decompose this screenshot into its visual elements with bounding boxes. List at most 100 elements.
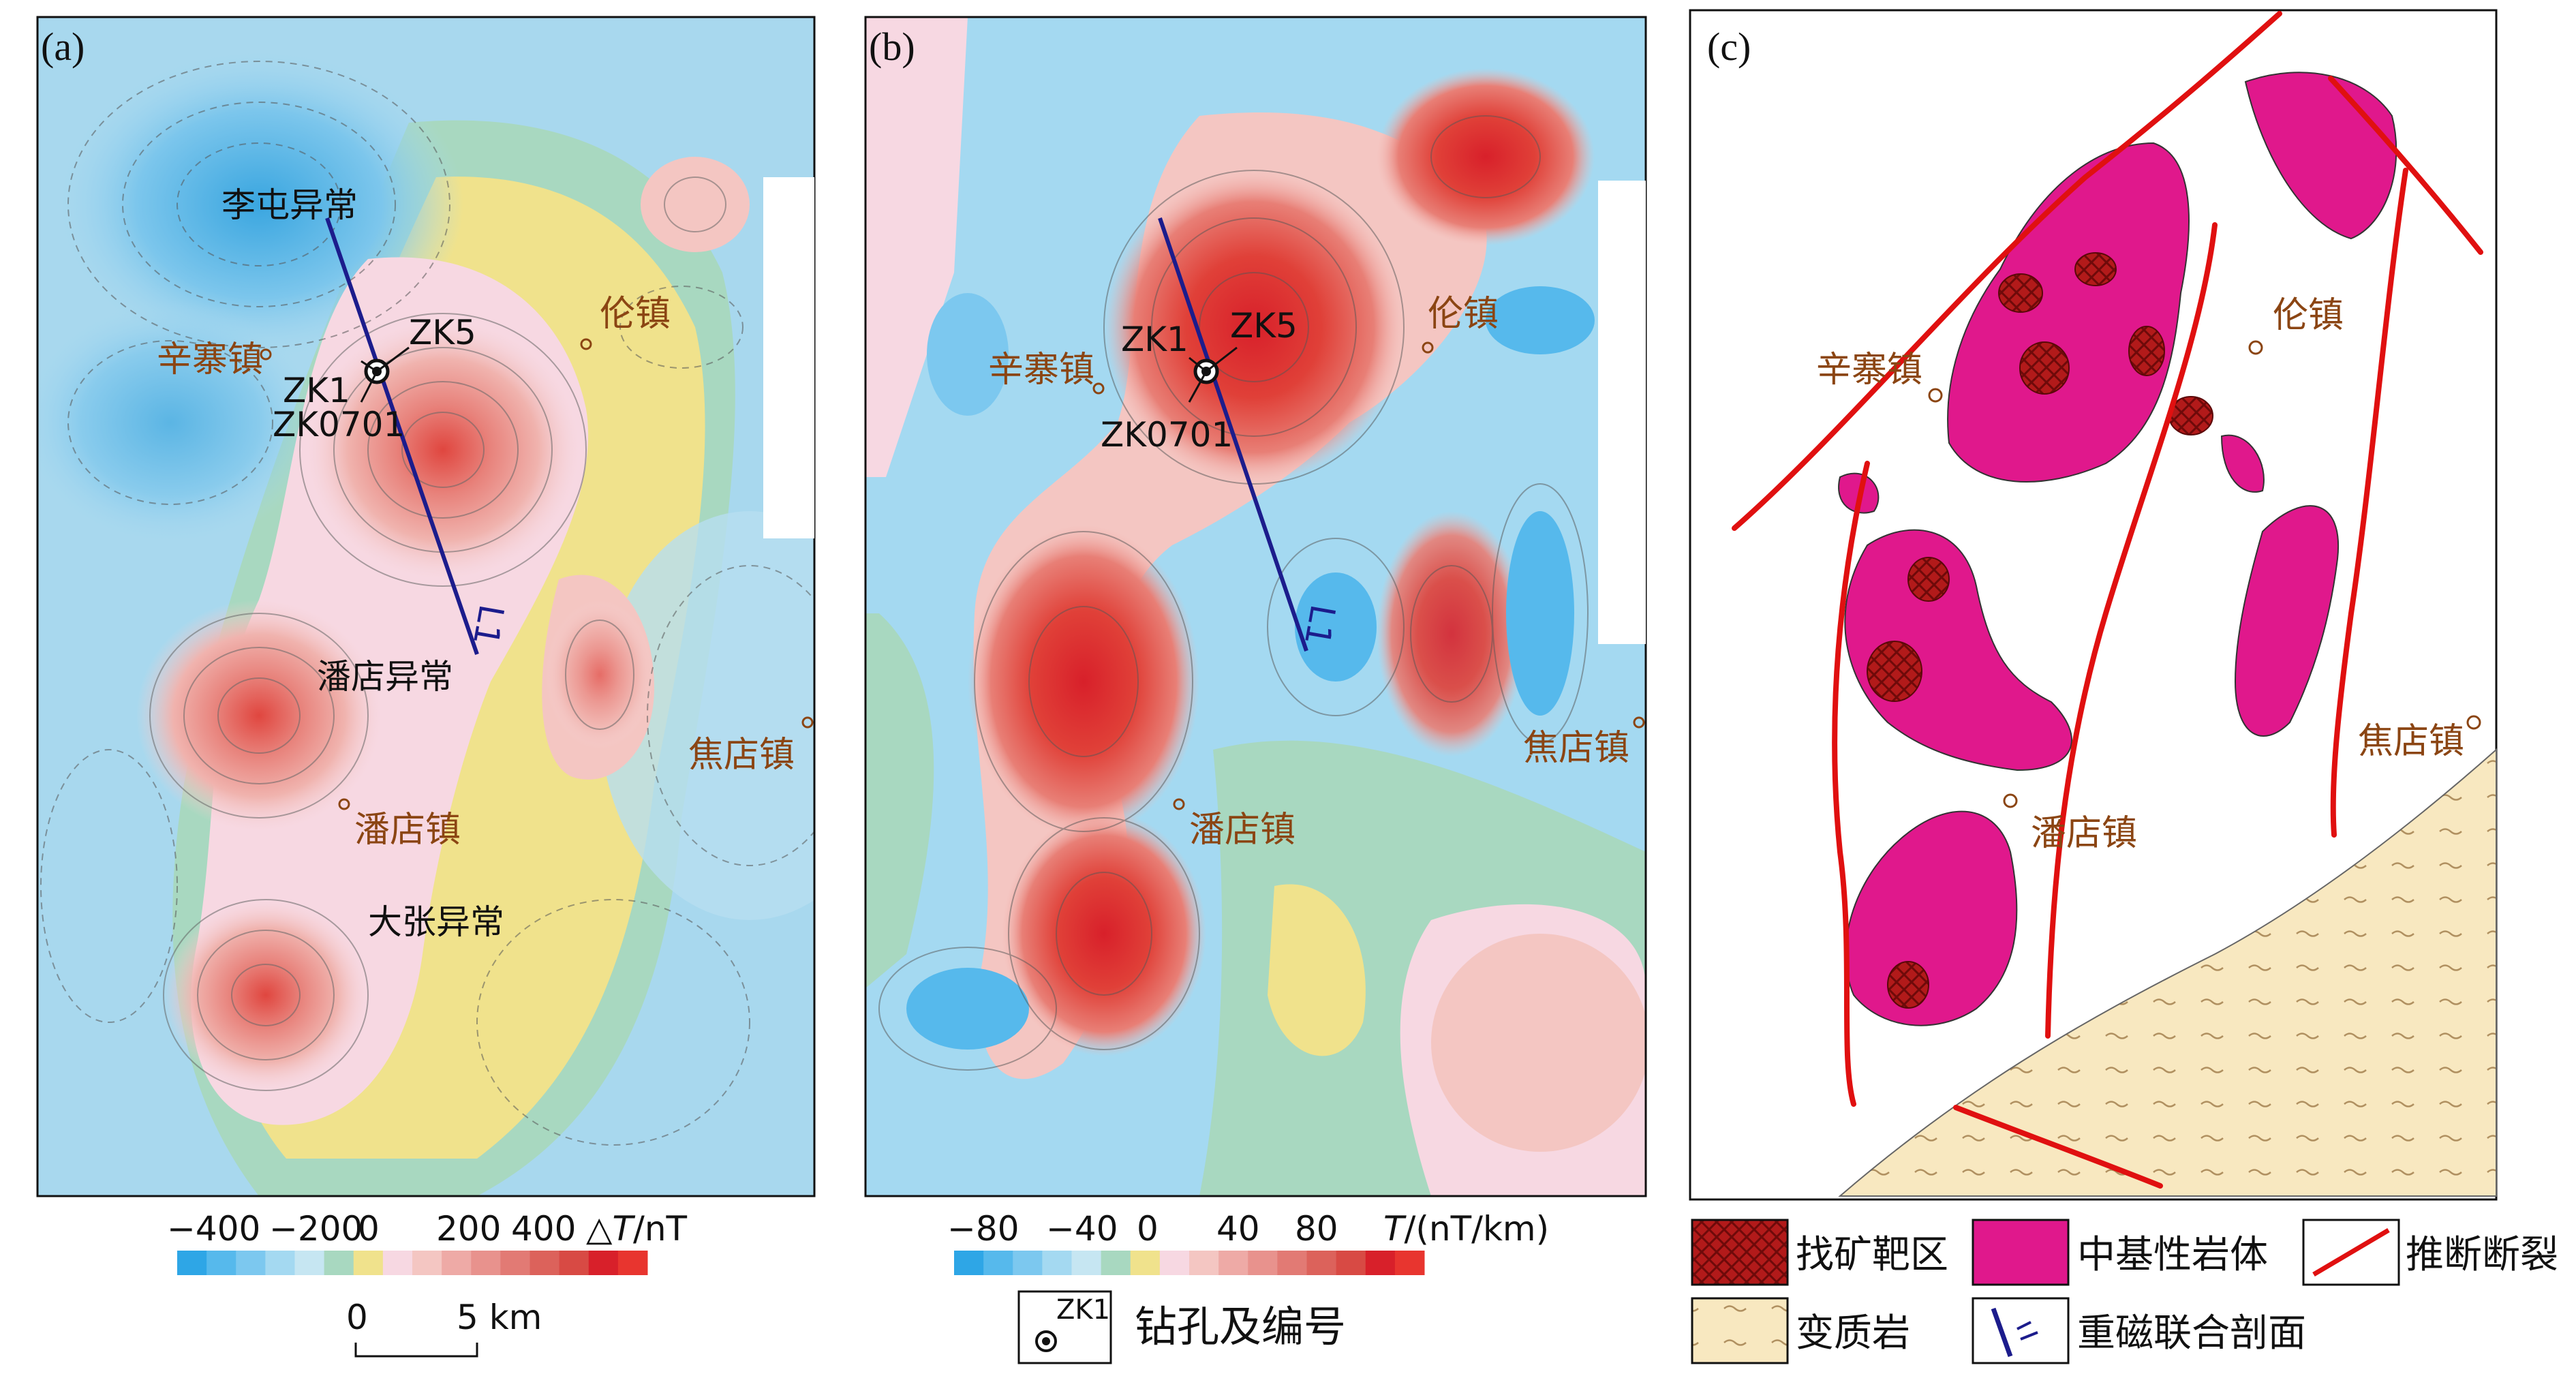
legend-intrusion-text: 中基性岩体: [2077, 1233, 2268, 1277]
colorbar-swatch: [559, 1251, 589, 1275]
panel-a-label: (a): [41, 25, 85, 69]
colorbar-a-tick-4: 200: [436, 1209, 501, 1249]
colorbar-b-tick-5: 80: [1295, 1209, 1338, 1249]
target-zone: [1867, 641, 1922, 702]
label-pandian-town-b: 潘店镇: [1189, 810, 1295, 851]
colorbar-a-unit: △T/nT: [586, 1209, 688, 1249]
colorbar-b-unit: T/(nT/km): [1383, 1209, 1549, 1249]
colorbar-swatch: [1277, 1251, 1307, 1275]
target-zone: [1907, 557, 1950, 602]
colorbar-a-tick-3: 0: [358, 1209, 380, 1249]
intrusion-small-center: [2220, 434, 2265, 493]
colorbar-swatch: [265, 1251, 295, 1275]
colorbar-swatch: [1365, 1251, 1396, 1275]
colorbar-swatch: [617, 1251, 648, 1275]
label-pandian-town-c: 潘店镇: [2031, 813, 2137, 854]
scale-bar-left-label: 0: [346, 1298, 368, 1337]
colorbar-swatch: [206, 1251, 236, 1275]
legend-profile-text: 重磁联合剖面: [2077, 1311, 2306, 1356]
label-pandian-anomaly: 潘店异常: [317, 657, 453, 697]
colorbar-b-tick-3: 0: [1137, 1209, 1159, 1249]
legend-intrusion-swatch: [1972, 1219, 2070, 1286]
legend-profile-swatch: [1972, 1297, 2070, 1364]
label-profile-line-b: L1: [1297, 602, 1343, 649]
panel-a-blank-area: [763, 177, 814, 538]
colorbar-swatch: [1101, 1251, 1131, 1275]
borehole-legend-code: ZK1: [1056, 1294, 1110, 1326]
colorbar-swatch: [500, 1251, 530, 1275]
label-zk1-a: ZK1: [283, 371, 350, 410]
panel-c-label: (c): [1707, 25, 1751, 69]
colorbar-swatch: [1189, 1251, 1219, 1275]
colorbar-swatch: [1013, 1251, 1043, 1275]
label-dazhang-anomaly: 大张异常: [368, 902, 504, 942]
label-lun-town-b: 伦镇: [1428, 294, 1499, 335]
colorbar-swatch: [412, 1251, 442, 1275]
colorbar-swatch: [1218, 1251, 1248, 1275]
colorbar-swatch: [1394, 1251, 1425, 1275]
panel-b-blank-area: [1598, 181, 1646, 644]
colorbar-b: −80 −40 0 40 80 T/(nT/km): [947, 1209, 1549, 1275]
legend-target-text: 找矿靶区: [1796, 1233, 1948, 1277]
borehole-legend-text: 钻孔及编号: [1135, 1302, 1346, 1351]
legend-c: 找矿靶区 中基性岩体 推断断裂 变质岩 重磁联合剖面: [1691, 1219, 2558, 1364]
colorbar-b-tick-1: −80: [947, 1209, 1019, 1249]
intrusion-central-east: [2234, 505, 2340, 737]
colorbar-swatch: [530, 1251, 560, 1275]
colorbar-swatch: [294, 1251, 325, 1275]
intrusion-central-west: [1844, 529, 2072, 771]
fault-line-icon: [2312, 1227, 2390, 1277]
label-zk0701-b: ZK0701: [1101, 415, 1233, 455]
label-zk5-a: ZK5: [409, 313, 476, 352]
colorbar-swatch: [1159, 1251, 1190, 1275]
target-zone: [2019, 341, 2070, 395]
colorbar-swatch: [1306, 1251, 1337, 1275]
label-profile-line-a: L1: [465, 602, 511, 649]
legend-metamorphic-text: 变质岩: [1796, 1311, 1910, 1356]
inferred-faults: [1732, 11, 2483, 1189]
label-zk1-b: ZK1: [1121, 320, 1189, 359]
label-litun-anomaly: 李屯异常: [221, 185, 358, 225]
colorbar-a-tick-1: −400: [167, 1209, 260, 1249]
colorbar-swatch: [382, 1251, 413, 1275]
target-zone: [1998, 273, 2043, 313]
colorbar-swatch: [954, 1251, 984, 1275]
label-jiaodian-town-a: 焦店镇: [688, 735, 795, 776]
colorbar-a: −400 −200 0 200 400 △T/nT: [167, 1209, 688, 1275]
panel-a-map: [37, 17, 814, 1196]
legend-metamorphic-swatch: [1691, 1297, 1789, 1364]
colorbar-swatch: [177, 1251, 207, 1275]
colorbar-swatch: [353, 1251, 384, 1275]
colorbar-swatch: [1336, 1251, 1366, 1275]
legend-fault-text: 推断断裂: [2406, 1233, 2558, 1277]
colorbar-swatch: [588, 1251, 619, 1275]
target-zone: [2074, 252, 2117, 286]
colorbar-swatch: [1071, 1251, 1102, 1275]
colorbar-b-tick-2: −40: [1046, 1209, 1118, 1249]
target-zone: [2128, 326, 2165, 376]
panel-b-map: [865, 17, 1646, 1196]
colorbar-swatch: [471, 1251, 501, 1275]
colorbar-swatch: [324, 1251, 354, 1275]
borehole-legend: ZK1 钻孔及编号: [1017, 1290, 1346, 1364]
colorbar-a-tick-5: 400: [511, 1209, 576, 1249]
colorbar-a-tick-2: −200: [269, 1209, 363, 1249]
scale-bar-right-label: 5 km: [457, 1298, 542, 1337]
colorbar-swatch: [442, 1251, 472, 1275]
colorbar-swatch: [1042, 1251, 1072, 1275]
label-jiaodian-town-c: 焦店镇: [2358, 721, 2464, 762]
colorbar-swatch: [1248, 1251, 1278, 1275]
label-jiaodian-town-b: 焦店镇: [1523, 728, 1629, 769]
legend-target-swatch: [1691, 1219, 1789, 1286]
colorbar-b-tick-4: 40: [1216, 1209, 1260, 1249]
colorbar-swatch: [983, 1251, 1013, 1275]
panel-a-frame: [36, 16, 816, 1197]
label-lun-town-c: 伦镇: [2273, 295, 2344, 336]
label-xinzhai-town-b: 辛寨镇: [988, 350, 1094, 391]
profile-line-icon: [1991, 1307, 2013, 1358]
panel-b-label: (b): [869, 25, 915, 69]
scale-bar: 0 5 km: [346, 1298, 542, 1358]
panel-c-map: [1689, 9, 2498, 1201]
target-zone: [1887, 961, 1929, 1009]
label-pandian-town-a: 潘店镇: [354, 810, 461, 851]
